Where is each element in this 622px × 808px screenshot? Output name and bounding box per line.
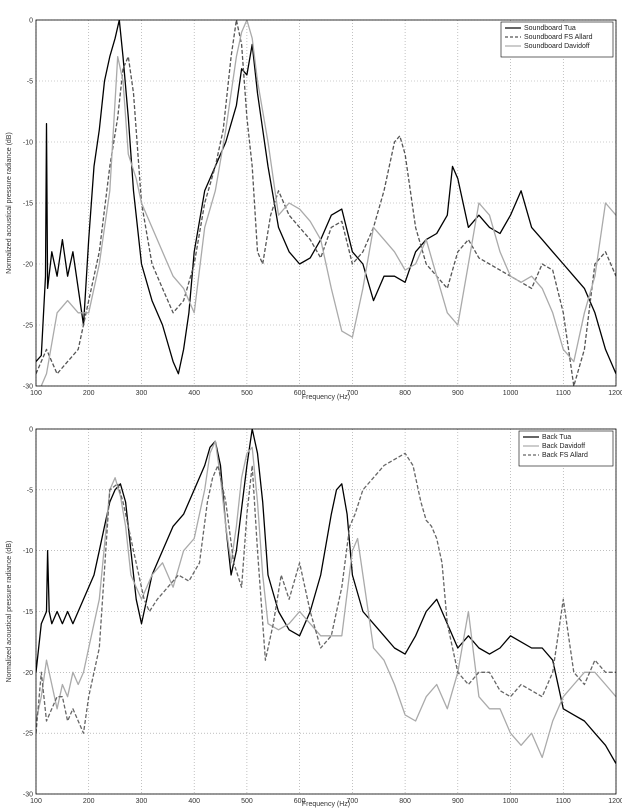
y-tick-label: -30 <box>23 384 33 391</box>
y-tick-label: 0 <box>29 427 33 434</box>
x-tick-label: 1100 <box>556 798 571 805</box>
y-tick-label: -15 <box>23 609 33 616</box>
x-tick-label: 400 <box>188 798 200 805</box>
x-tick-label: 100 <box>30 798 42 805</box>
series-line-1 <box>36 429 616 764</box>
legend-entry: Back FS Allard <box>542 452 588 459</box>
x-tick-label: 500 <box>241 798 253 805</box>
y-tick-label: -25 <box>23 731 33 738</box>
series-line-1 <box>36 20 616 375</box>
legend: Back Tua Back Davidoff Back FS Allard <box>518 430 614 467</box>
x-tick-label: 1000 <box>503 798 519 805</box>
legend-entry: Back Tua <box>542 434 571 441</box>
series-line-3 <box>40 20 616 386</box>
x-axis-label: Frequency (Hz) <box>302 801 350 808</box>
series-line-2 <box>36 20 616 386</box>
x-tick-label: 100 <box>30 390 42 397</box>
y-axis-label: Normalized acoustical pressure radiance … <box>6 132 13 274</box>
y-tick-label: -5 <box>27 487 33 494</box>
y-tick-label: -25 <box>23 323 33 330</box>
y-tick-label: -15 <box>23 201 33 208</box>
soundboard-chart: 100 200 300 400 500 600 700 800 900 1000 1100 1200 0… <box>6 18 622 402</box>
legend-entry: Back Davidoff <box>542 443 585 450</box>
x-tick-label: 900 <box>452 390 464 397</box>
x-axis-label: Frequency (Hz) <box>302 394 350 401</box>
legend-entry: Soundboard Tua <box>524 25 576 32</box>
x-tick-label: 1200 <box>608 390 622 397</box>
x-tick-label: 300 <box>136 390 148 397</box>
series-line-3 <box>36 452 616 734</box>
x-tick-label: 700 <box>347 798 359 805</box>
y-axis-label: Normalized acoustical pressure radiance … <box>6 541 13 683</box>
x-tick-label: 500 <box>241 390 253 397</box>
plot-frame <box>35 428 617 795</box>
x-tick-label: 800 <box>399 798 411 805</box>
x-tick-label: 1200 <box>608 798 622 805</box>
legend: Soundboard Tua Soundboard FS Allard Soundb… <box>500 21 614 58</box>
y-tick-label: -5 <box>27 79 33 86</box>
x-tick-label: 1100 <box>556 390 571 397</box>
y-tick-label: -30 <box>23 792 33 799</box>
y-tick-label: -20 <box>23 670 33 677</box>
x-tick-label: 200 <box>83 390 95 397</box>
x-tick-label: 300 <box>136 798 148 805</box>
legend-entry: Soundboard Davidoff <box>524 43 590 50</box>
x-tick-label: 600 <box>294 798 306 805</box>
series-group <box>36 429 616 764</box>
y-tick-label: 0 <box>29 18 33 25</box>
y-tick-label: -10 <box>23 548 33 555</box>
x-tick-label: 1000 <box>503 390 519 397</box>
x-tick-label: 800 <box>399 390 411 397</box>
x-tick-label: 400 <box>188 390 200 397</box>
y-tick-label: -10 <box>23 140 33 147</box>
x-tick-label: 600 <box>294 390 306 397</box>
x-tick-label: 200 <box>83 798 95 805</box>
back-chart: 100 200 300 400 500 600 700 800 900 1000 1100 1200 0… <box>6 427 622 808</box>
series-group <box>36 20 616 386</box>
y-tick-label: -20 <box>23 262 33 269</box>
plot-frame <box>35 19 617 387</box>
x-tick-label: 900 <box>452 798 464 805</box>
x-tick-label: 700 <box>347 390 359 397</box>
legend-entry: Soundboard FS Allard <box>524 34 593 41</box>
